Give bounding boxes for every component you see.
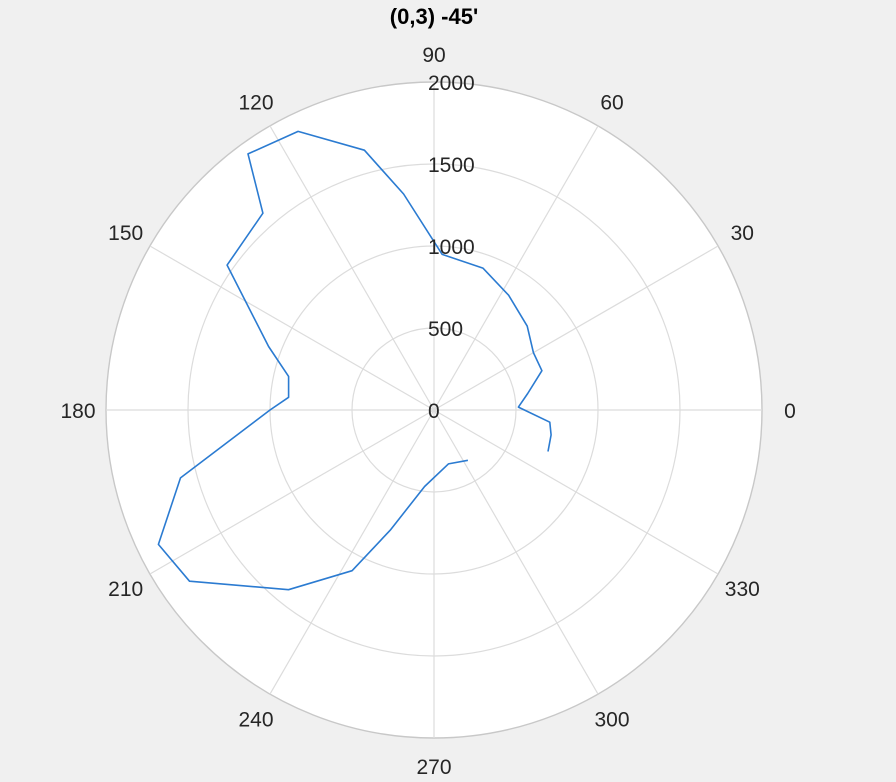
angle-tick-labels: 0 30 60 90 120 150 180 210 240 270 300 330	[60, 44, 795, 779]
theta-tick-label-30: 30	[731, 222, 754, 245]
theta-tick-label-240: 240	[238, 708, 273, 731]
theta-tick-label-270: 270	[416, 756, 451, 779]
chart-title: (0,3) -45'	[390, 4, 478, 29]
theta-tick-label-90: 90	[422, 44, 445, 67]
spoke-210	[149, 409, 435, 575]
spoke-300	[433, 409, 599, 695]
theta-tick-label-210: 210	[108, 578, 143, 601]
series-layer	[157, 130, 552, 591]
theta-tick-label-150: 150	[108, 222, 143, 245]
series-line-0	[157, 130, 552, 591]
theta-tick-label-300: 300	[594, 708, 629, 731]
r-tick-label-1500: 1500	[428, 154, 475, 177]
theta-tick-label-0: 0	[784, 400, 796, 423]
spoke-240	[269, 409, 435, 695]
theta-tick-label-120: 120	[238, 92, 273, 115]
spoke-330	[433, 409, 719, 575]
r-tick-label-0: 0	[428, 400, 440, 423]
theta-tick-label-60: 60	[600, 92, 623, 115]
spoke-120	[269, 125, 435, 411]
spoke-30	[433, 245, 719, 411]
r-tick-label-500: 500	[428, 318, 463, 341]
spoke-60	[433, 125, 599, 411]
theta-tick-label-180: 180	[60, 400, 95, 423]
r-tick-label-1000: 1000	[428, 236, 475, 259]
r-tick-label-2000: 2000	[428, 72, 475, 95]
spoke-150	[149, 245, 435, 411]
radius-tick-labels: 0 500 1000 1500 2000	[428, 72, 475, 423]
theta-tick-label-330: 330	[725, 578, 760, 601]
